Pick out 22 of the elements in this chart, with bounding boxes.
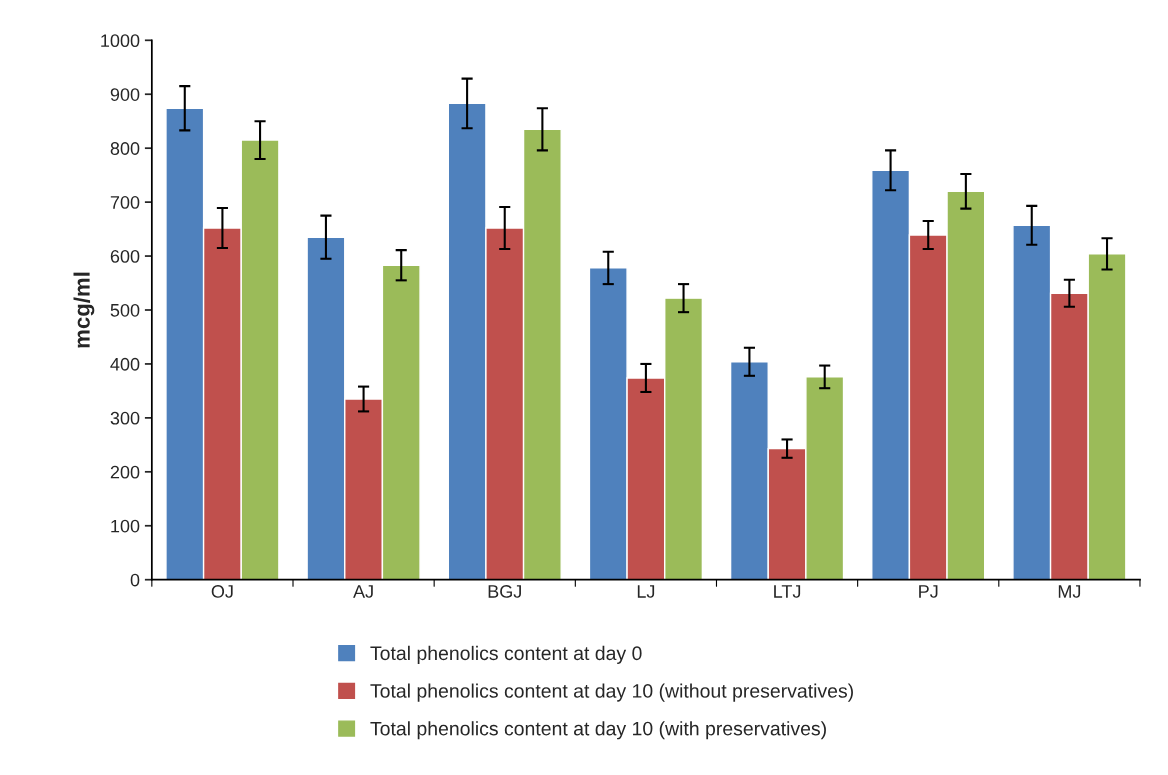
legend-label: Total phenolics content at day 10 (with preservatives)	[370, 721, 826, 740]
x-tick-label: BGJ	[488, 585, 521, 598]
legend-label: Total phenolics content at day 10 (without preservatives)	[370, 683, 853, 702]
y-tick-label: 400	[110, 357, 140, 371]
legend-label: Total phenolics content at day 0	[370, 645, 642, 664]
y-tick-label: 200	[110, 465, 140, 479]
y-tick-label: 800	[110, 142, 140, 155]
x-tick-label: AJ	[353, 585, 373, 598]
x-tick-label: MJ	[1058, 585, 1081, 598]
y-tick-label: 500	[110, 303, 140, 317]
x-tick-label: OJ	[211, 585, 233, 598]
y-tick-label: 100	[111, 519, 140, 533]
x-tick-label: LJ	[637, 585, 655, 598]
y-tick-label: 0	[130, 573, 140, 587]
y-tick-label: 900	[110, 88, 140, 101]
x-tick-label: PJ	[919, 585, 938, 598]
x-tick-label: LTJ	[774, 585, 801, 598]
y-tick-label: 300	[110, 411, 140, 425]
y-tick-label: 1000	[101, 34, 140, 48]
y-tick-label: 600	[110, 249, 140, 263]
y-axis-title: mcg/ml	[73, 272, 95, 348]
y-tick-label: 700	[110, 196, 140, 209]
